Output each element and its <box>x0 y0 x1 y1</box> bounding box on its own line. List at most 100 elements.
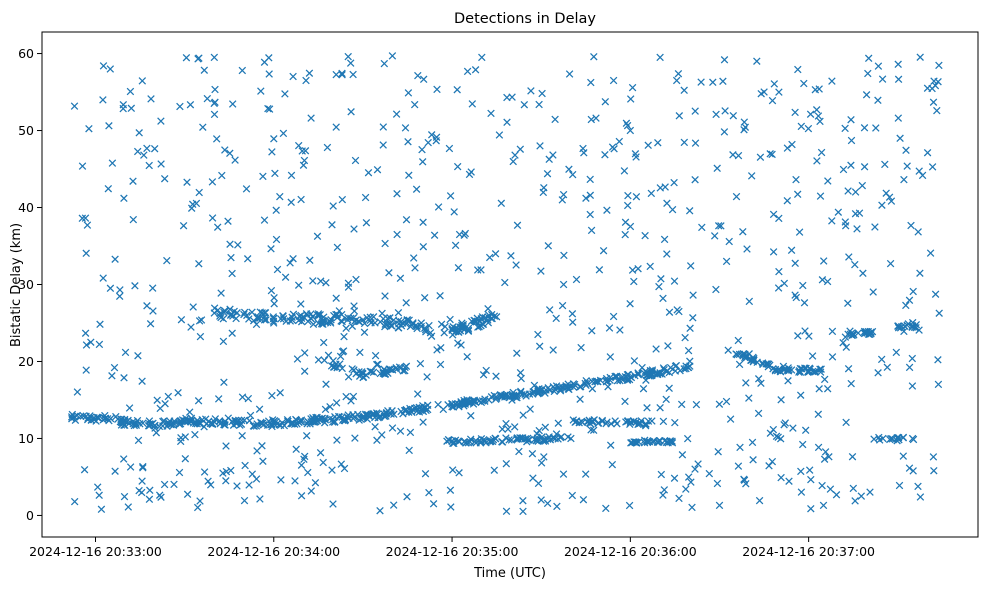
clutter-point <box>794 332 802 340</box>
track-point <box>912 323 920 332</box>
track-point <box>320 356 329 365</box>
clutter-point <box>433 346 441 354</box>
clutter-point <box>436 360 445 369</box>
clutter-point <box>818 276 827 284</box>
clutter-point <box>516 145 525 153</box>
track-point <box>382 412 390 420</box>
clutter-point <box>905 363 914 372</box>
clutter-point <box>332 70 340 79</box>
clutter-point <box>160 480 169 489</box>
track-point <box>887 434 895 443</box>
track-point <box>498 438 506 446</box>
track-point <box>373 410 382 418</box>
clutter-point <box>373 165 382 174</box>
clutter-point <box>565 165 573 174</box>
clutter-point <box>691 465 699 473</box>
clutter-point <box>859 269 867 278</box>
track-point <box>437 320 446 328</box>
scatter-point <box>656 53 664 62</box>
clutter-point <box>326 402 334 411</box>
clutter-point <box>766 429 775 437</box>
clutter-point <box>652 345 660 353</box>
track-point <box>764 362 773 371</box>
scatter-point <box>715 501 724 510</box>
track-point <box>787 366 796 374</box>
track-point <box>626 420 634 429</box>
clutter-point <box>663 199 671 208</box>
clutter-point <box>421 469 430 478</box>
clutter-point <box>828 217 836 225</box>
track-point <box>624 370 633 379</box>
clutter-point <box>680 138 689 147</box>
clutter-point <box>736 443 744 452</box>
clutter-point <box>620 167 629 175</box>
clutter-point <box>176 102 184 111</box>
track-point <box>594 377 602 386</box>
track-point <box>331 412 339 421</box>
track-point <box>263 421 272 429</box>
track-point <box>666 438 675 446</box>
track-point <box>562 383 570 392</box>
clutter-point <box>336 352 345 361</box>
clutter-point <box>894 114 903 122</box>
clutter-point <box>663 250 671 258</box>
clutter-point <box>273 265 282 274</box>
clutter-point <box>797 122 806 131</box>
clutter-point <box>409 254 418 262</box>
clutter-point <box>392 110 401 118</box>
clutter-point <box>558 196 567 204</box>
track-point <box>759 360 767 369</box>
track-point <box>227 310 235 318</box>
clutter-point <box>119 104 127 113</box>
clutter-point <box>424 138 432 147</box>
clutter-point <box>717 222 725 230</box>
clutter-point <box>509 157 517 166</box>
clutter-point <box>672 76 681 85</box>
clutter-point <box>797 488 806 496</box>
clutter-point <box>427 131 436 139</box>
clutter-point <box>411 264 419 272</box>
track-point <box>810 368 819 376</box>
clutter-point <box>662 395 670 404</box>
clutter-point <box>535 100 543 109</box>
track-point <box>420 324 429 332</box>
clutter-point <box>85 124 93 133</box>
clutter-point <box>477 266 485 274</box>
y-tick-label: 60 <box>18 46 34 61</box>
clutter-point <box>684 346 693 355</box>
clutter-point <box>380 59 389 68</box>
clutter-point <box>885 193 894 201</box>
y-tick-label: 20 <box>18 354 34 369</box>
clutter-point <box>657 470 666 479</box>
track-point <box>94 413 102 422</box>
track-point <box>682 364 690 373</box>
track-point <box>733 350 741 359</box>
clutter-point <box>768 96 777 105</box>
clutter-point <box>463 352 471 361</box>
clutter-point <box>800 299 809 307</box>
clutter-point <box>847 161 855 170</box>
track-point <box>358 368 366 376</box>
track-point <box>269 319 278 327</box>
clutter-point <box>289 72 297 81</box>
track-point <box>870 435 878 443</box>
clutter-point <box>70 102 79 110</box>
clutter-point <box>905 296 914 305</box>
clutter-point <box>176 437 185 446</box>
clutter-point <box>388 52 397 60</box>
clutter-point <box>140 151 148 159</box>
clutter-point <box>503 118 511 127</box>
clutter-point <box>200 66 209 74</box>
clutter-point <box>199 123 207 131</box>
track-point <box>647 370 656 379</box>
clutter-point <box>256 495 264 503</box>
clutter-point <box>238 393 247 401</box>
clutter-point <box>605 324 614 332</box>
track-point <box>294 316 303 325</box>
clutter-point <box>656 184 665 192</box>
clutter-point <box>429 500 438 508</box>
clutter-point <box>710 232 719 240</box>
clutter-point <box>697 78 705 86</box>
clutter-point <box>691 175 699 184</box>
clutter-point <box>502 459 511 468</box>
